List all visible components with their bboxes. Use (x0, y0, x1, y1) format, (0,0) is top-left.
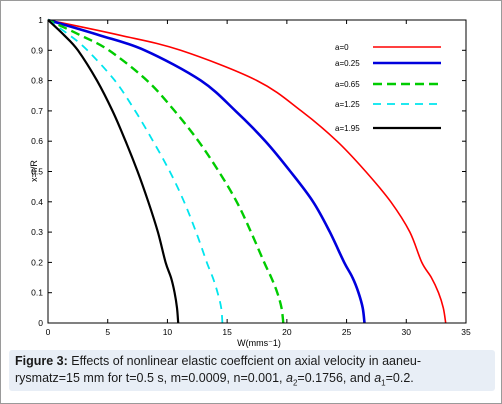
y-tick-label: 0.9 (31, 45, 43, 55)
y-tick-label: 0.5 (31, 167, 43, 177)
legend: a=0 a=0.25 a=0.65 a=1.25 a=1.95 (335, 43, 441, 133)
y-axis-ticks: 0 0.1 0.2 0.3 0.4 0.5 0.6 0.7 0.8 0.9 1 (31, 15, 466, 328)
velocity-chart: 0 0.1 0.2 0.3 0.4 0.5 0.6 0.7 0.8 0.9 1 0 5 10 15 20 25… (29, 15, 471, 348)
y-tick-label: 0.6 (31, 136, 43, 146)
x-tick-label: 15 (222, 327, 232, 337)
y-tick-label: 0.7 (31, 106, 43, 116)
y-tick-label: 0.8 (31, 76, 43, 86)
a1-subscript: 1 (381, 378, 386, 388)
x-axis-ticks: 0 5 10 15 20 25 30 35 (46, 20, 471, 337)
a2-value: =0.1756, and (297, 371, 375, 385)
caption-line-2: rysmatz=15 mm for t=0.5 s, m=0.0009, n=0… (15, 371, 286, 385)
y-tick-label: 0.4 (31, 197, 43, 207)
x-tick-label: 5 (105, 327, 110, 337)
legend-label-a-0-65: a=0.65 (335, 80, 360, 89)
legend-label-a-0-25: a=0.25 (335, 59, 360, 68)
series-line-a-0 (47, 19, 447, 324)
caption-label: Figure 3: (15, 354, 68, 368)
caption-line-1: Effects of nonlinear elastic coeffcient … (71, 354, 422, 368)
legend-label-a-1-25: a=1.25 (335, 100, 360, 109)
x-axis-label: W(mms⁻1) (237, 338, 281, 348)
series-line-a-0-25 (47, 18, 366, 324)
series-curves (47, 18, 447, 324)
x-tick-label: 30 (402, 327, 412, 337)
y-tick-label: 0 (38, 318, 43, 328)
x-tick-label: 25 (342, 327, 352, 337)
figure-caption: Figure 3: Effects of nonlinear elastic c… (9, 350, 495, 391)
x-tick-label: 10 (163, 327, 173, 337)
series-line-a-1-95 (47, 19, 180, 324)
x-tick-label: 0 (46, 327, 51, 337)
plot-area (47, 19, 467, 324)
y-tick-label: 0.3 (31, 227, 43, 237)
x-tick-label: 20 (282, 327, 292, 337)
a1-value: =0.2. (385, 371, 414, 385)
a2-symbol: a (285, 371, 293, 385)
x-tick-label: 35 (461, 327, 471, 337)
a2-subscript: 2 (292, 378, 298, 388)
series-line-a-0-65 (47, 18, 285, 324)
y-tick-label: 1 (38, 15, 43, 25)
y-tick-label: 0.1 (31, 288, 43, 298)
y-axis-label: x=r/R (29, 160, 39, 182)
a1-symbol: a (374, 371, 382, 385)
legend-label-a-0: a=0 (335, 43, 349, 52)
legend-label-a-1-95: a=1.95 (335, 124, 360, 133)
y-tick-label: 0.2 (31, 257, 43, 267)
series-line-a-1-25 (47, 19, 224, 324)
